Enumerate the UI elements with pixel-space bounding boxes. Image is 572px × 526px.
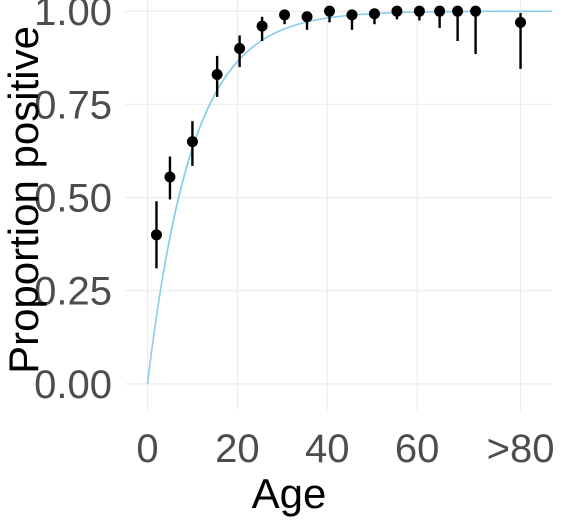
y-tick-label-3: 0.75 [34, 83, 112, 127]
data-point-1 [164, 171, 176, 183]
x-tick-label-0: 0 [136, 427, 158, 471]
data-point-7 [301, 11, 313, 23]
y-tick-label-0: 0.00 [34, 363, 112, 407]
data-point-16 [515, 16, 527, 28]
data-point-12 [413, 5, 425, 17]
data-point-4 [234, 42, 246, 54]
data-point-3 [211, 69, 223, 81]
y-tick-label-4: 1.00 [34, 0, 112, 34]
y-tick-labels: 0.00 0.25 0.50 0.75 1.00 [34, 0, 112, 407]
error-bars [155, 11, 522, 269]
x-tick-label-2: 40 [305, 427, 350, 471]
data-point-10 [368, 8, 380, 20]
x-tick-labels: 0 20 40 60 >80 [136, 427, 554, 471]
data-point-2 [186, 136, 198, 148]
y-axis-title: Proportion positive [0, 26, 47, 374]
data-point-13 [434, 5, 446, 17]
x-tick-label-3: 60 [395, 427, 440, 471]
data-point-8 [324, 5, 336, 17]
y-tick-label-1: 0.25 [34, 270, 112, 314]
x-axis-title: Age [252, 470, 327, 517]
data-point-15 [470, 5, 482, 17]
grid [125, 0, 552, 410]
data-point-9 [346, 9, 358, 21]
data-point-14 [452, 5, 464, 17]
data-point-0 [150, 229, 162, 241]
x-tick-label-4: >80 [487, 427, 555, 471]
data-point-5 [256, 20, 268, 32]
data-point-6 [279, 9, 291, 21]
x-tick-label-1: 20 [215, 427, 260, 471]
y-tick-label-2: 0.50 [34, 177, 112, 221]
data-points [150, 5, 527, 241]
data-point-11 [391, 5, 403, 17]
